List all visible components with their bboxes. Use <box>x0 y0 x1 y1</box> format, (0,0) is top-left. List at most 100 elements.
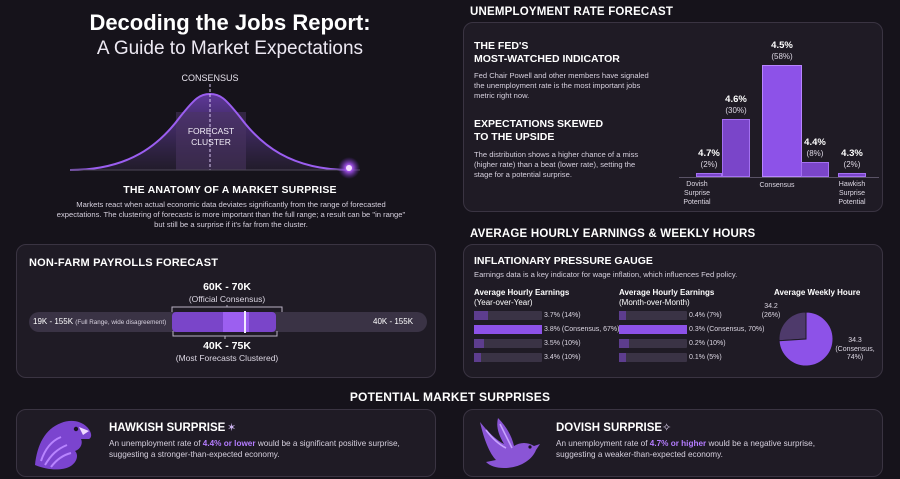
unemployment-chart-baseline <box>679 177 879 178</box>
anatomy-body: Markets react when actual economic data … <box>56 200 406 229</box>
bell-curve-illustration <box>69 84 360 179</box>
wage-bar-fill <box>619 311 626 320</box>
category-hawkish: Hawkish Surprise Potential <box>824 180 880 207</box>
unemployment-bar <box>762 65 802 177</box>
dovish-body-post: would be a negative surprise, suggesting… <box>556 439 815 459</box>
fed-indicator-title: THE FED'S MOST-WATCHED INDICATOR <box>474 40 620 66</box>
dovish-body: An unemployment rate of 4.7% or higher w… <box>556 439 856 460</box>
unemployment-bar-pct: (58%) <box>771 52 793 61</box>
wages-panel: INFLATIONARY PRESSURE GAUGE Earnings dat… <box>463 244 883 378</box>
hawkish-body: An unemployment rate of 4.4% or lower wo… <box>109 439 409 460</box>
potential-surprises-heading: POTENTIAL MARKET SURPRISES <box>349 390 551 404</box>
pie-big-value: 34.3 <box>848 337 862 344</box>
yoy-subtitle: (Year-over-Year) <box>474 298 533 307</box>
pie-slice <box>778 311 807 342</box>
wage-bar-label: 3.8% (Consensus, 67%) <box>544 326 620 333</box>
hawkish-body-post: would be a significant positive surprise… <box>109 439 400 459</box>
gauge-body: Earnings data is a key indicator for wag… <box>474 270 738 279</box>
wage-bar-track <box>619 353 687 362</box>
nfp-consensus-marker <box>244 311 246 333</box>
wage-bar-track <box>474 311 542 320</box>
unemployment-bar-pct: (2%) <box>843 160 861 169</box>
pie-label-big: 34.3 (Consensus, 74%) <box>834 337 876 363</box>
yoy-heading: Average Hourly Earnings (Year-over-Year) <box>474 288 569 308</box>
pie-small-pct: (26%) <box>761 311 781 319</box>
wage-bar-label: 0.2% (10%) <box>689 340 726 347</box>
unemployment-bar-pct: (2%) <box>700 160 718 169</box>
wage-bar-label: 0.3% (Consensus, 70%) <box>689 326 765 333</box>
pie-slice <box>778 311 834 367</box>
fed-indicator-title-line1: THE FED'S <box>474 40 529 52</box>
wage-bar-label: 3.5% (10%) <box>544 340 581 347</box>
nfp-left-range-note: (Full Range, wide disagreement) <box>75 319 167 326</box>
category-dovish: Dovish Surprise Potential <box>669 180 725 207</box>
unemployment-bar-value: 4.7% <box>698 148 720 159</box>
nfp-consensus-note: (Official Consensus) <box>188 294 266 304</box>
unemployment-bar-value: 4.3% <box>841 148 863 159</box>
page-title: Decoding the Jobs Report: <box>89 10 371 35</box>
pie-big-note1: (Consensus, <box>835 345 875 353</box>
wage-bar-track <box>619 311 687 320</box>
unemployment-bar <box>838 173 866 177</box>
category-hawkish-line3: Potential <box>838 199 866 206</box>
unemployment-heading: UNEMPLOYMENT RATE FORECAST <box>470 6 674 18</box>
nfp-cluster-note: (Most Forecasts Clustered) <box>175 353 279 363</box>
anatomy-title: THE ANATOMY OF A MARKET SURPRISE <box>123 184 337 196</box>
weekly-hours-pie <box>778 311 834 367</box>
wage-bar-track <box>619 339 687 348</box>
dovish-panel: DOVISH SURPRISE ✧ An unemployment rate o… <box>463 409 883 477</box>
yoy-title: Average Hourly Earnings <box>474 288 570 297</box>
dove-icon <box>480 418 540 468</box>
nfp-cluster-value: 40K - 75K <box>203 340 251 352</box>
consensus-label: CONSENSUS <box>181 73 239 83</box>
nfp-consensus-bracket <box>171 305 283 312</box>
pie-label-small: 34.2 (26%) <box>760 303 782 320</box>
nfp-left-range: 19K - 155K (Full Range, wide disagreemen… <box>33 317 166 326</box>
unemployment-bar-value: 4.6% <box>725 94 747 106</box>
hawkish-body-bold: 4.4% or lower <box>202 439 256 448</box>
wage-bar-fill <box>474 339 485 348</box>
category-hawkish-line1: Hawkish <box>838 181 866 188</box>
wage-bar-track <box>474 325 542 334</box>
wage-bar-track <box>474 353 542 362</box>
dovish-body-pre: An unemployment rate of <box>556 439 650 448</box>
wage-bar-label: 0.1% (5%) <box>689 354 722 361</box>
mom-heading: Average Hourly Earnings (Month-over-Mont… <box>619 288 714 308</box>
nfp-consensus-value: 60K - 70K <box>203 281 251 293</box>
nfp-title: NON-FARM PAYROLLS FORECAST <box>29 257 219 269</box>
category-dovish-line1: Dovish <box>686 181 708 188</box>
gauge-title: INFLATIONARY PRESSURE GAUGE <box>474 255 653 267</box>
mom-title: Average Hourly Earnings <box>619 288 715 297</box>
page-subtitle: A Guide to Market Expectations <box>96 38 364 59</box>
wage-bar-fill <box>619 339 629 348</box>
skew-title: EXPECTATIONS SKEWED TO THE UPSIDE <box>474 118 603 144</box>
forecast-cluster-label: FORECAST CLUSTER <box>175 126 247 148</box>
unemployment-bar <box>722 119 750 177</box>
wage-bar-label: 3.7% (14%) <box>544 312 581 319</box>
nfp-panel: NON-FARM PAYROLLS FORECAST 60K - 70K (Of… <box>16 244 436 378</box>
category-hawkish-line2: Surprise <box>838 190 866 197</box>
pie-small-value: 34.2 <box>764 303 778 310</box>
hawk-icon <box>35 420 92 470</box>
category-dovish-line2: Surprise <box>683 190 711 197</box>
wage-bar-fill <box>474 311 489 320</box>
dovish-body-bold: 4.7% or higher <box>649 439 707 448</box>
hawk-small-icon: ✶ <box>227 422 237 434</box>
forecast-cluster-line1: FORECAST <box>187 126 235 136</box>
hawkish-title: HAWKISH SURPRISE <box>109 422 226 434</box>
unemployment-bar-value: 4.5% <box>771 40 793 51</box>
hawkish-body-pre: An unemployment rate of <box>109 439 203 448</box>
weekly-hours-title: Average Weekly Houre <box>774 288 861 297</box>
dovish-title: DOVISH SURPRISE <box>556 422 663 434</box>
forecast-cluster-line2: CLUSTER <box>191 137 231 147</box>
wage-bar-fill <box>619 353 626 362</box>
wage-bar-label: 3.4% (10%) <box>544 354 581 361</box>
dove-small-icon: ✧ <box>662 422 672 434</box>
hawkish-panel: HAWKISH SURPRISE ✶ An unemployment rate … <box>16 409 436 477</box>
category-dovish-line3: Potential <box>683 199 711 206</box>
mom-bar-chart: 0.4% (7%) 0.3% (Consensus, 70%) 0.2% (10%)… <box>619 311 769 369</box>
wage-bar-label: 0.4% (7%) <box>689 312 722 319</box>
unemployment-bar-value: 4.4% <box>804 136 826 148</box>
skew-body: The distribution shows a higher chance o… <box>474 150 639 179</box>
fed-indicator-title-line2: MOST-WATCHED INDICATOR <box>474 53 620 65</box>
